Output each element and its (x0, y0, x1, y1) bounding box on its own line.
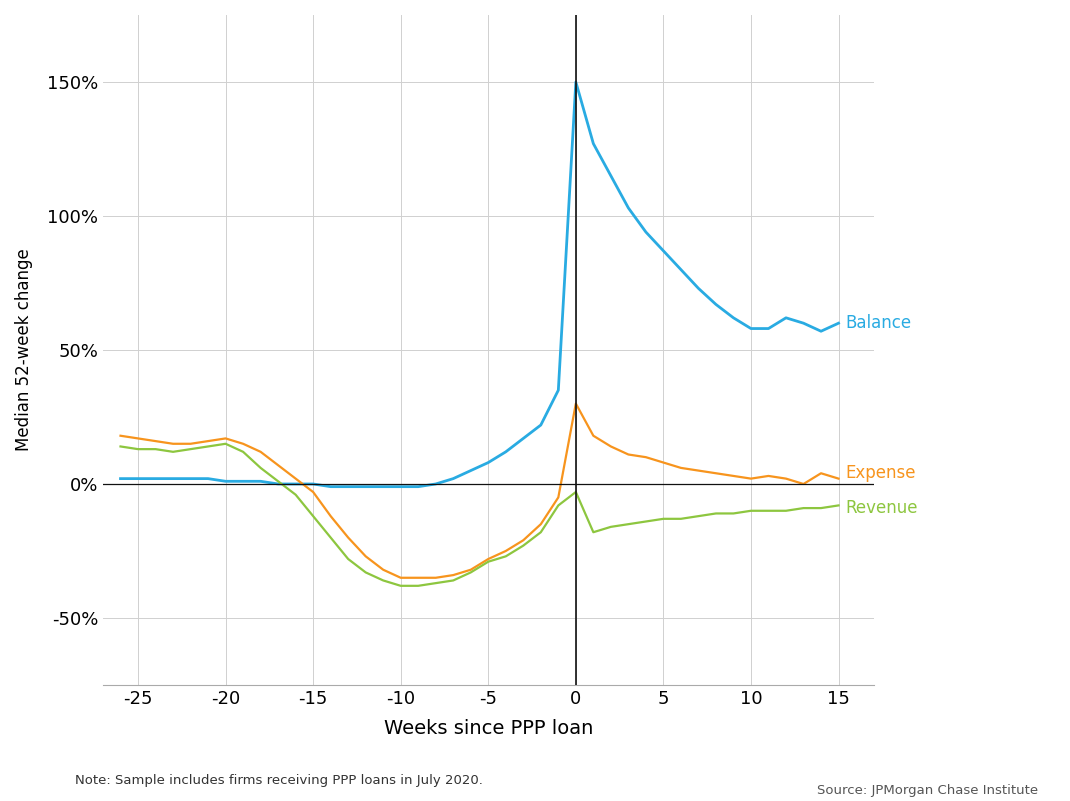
Text: Note: Sample includes firms receiving PPP loans in July 2020.: Note: Sample includes firms receiving PP… (75, 774, 483, 787)
Text: Revenue: Revenue (845, 499, 918, 517)
Text: Expense: Expense (845, 465, 916, 482)
Text: Balance: Balance (845, 314, 912, 332)
Text: Source: JPMorgan Chase Institute: Source: JPMorgan Chase Institute (816, 784, 1038, 797)
X-axis label: Weeks since PPP loan: Weeks since PPP loan (383, 719, 593, 738)
Y-axis label: Median 52-week change: Median 52-week change (15, 248, 33, 451)
